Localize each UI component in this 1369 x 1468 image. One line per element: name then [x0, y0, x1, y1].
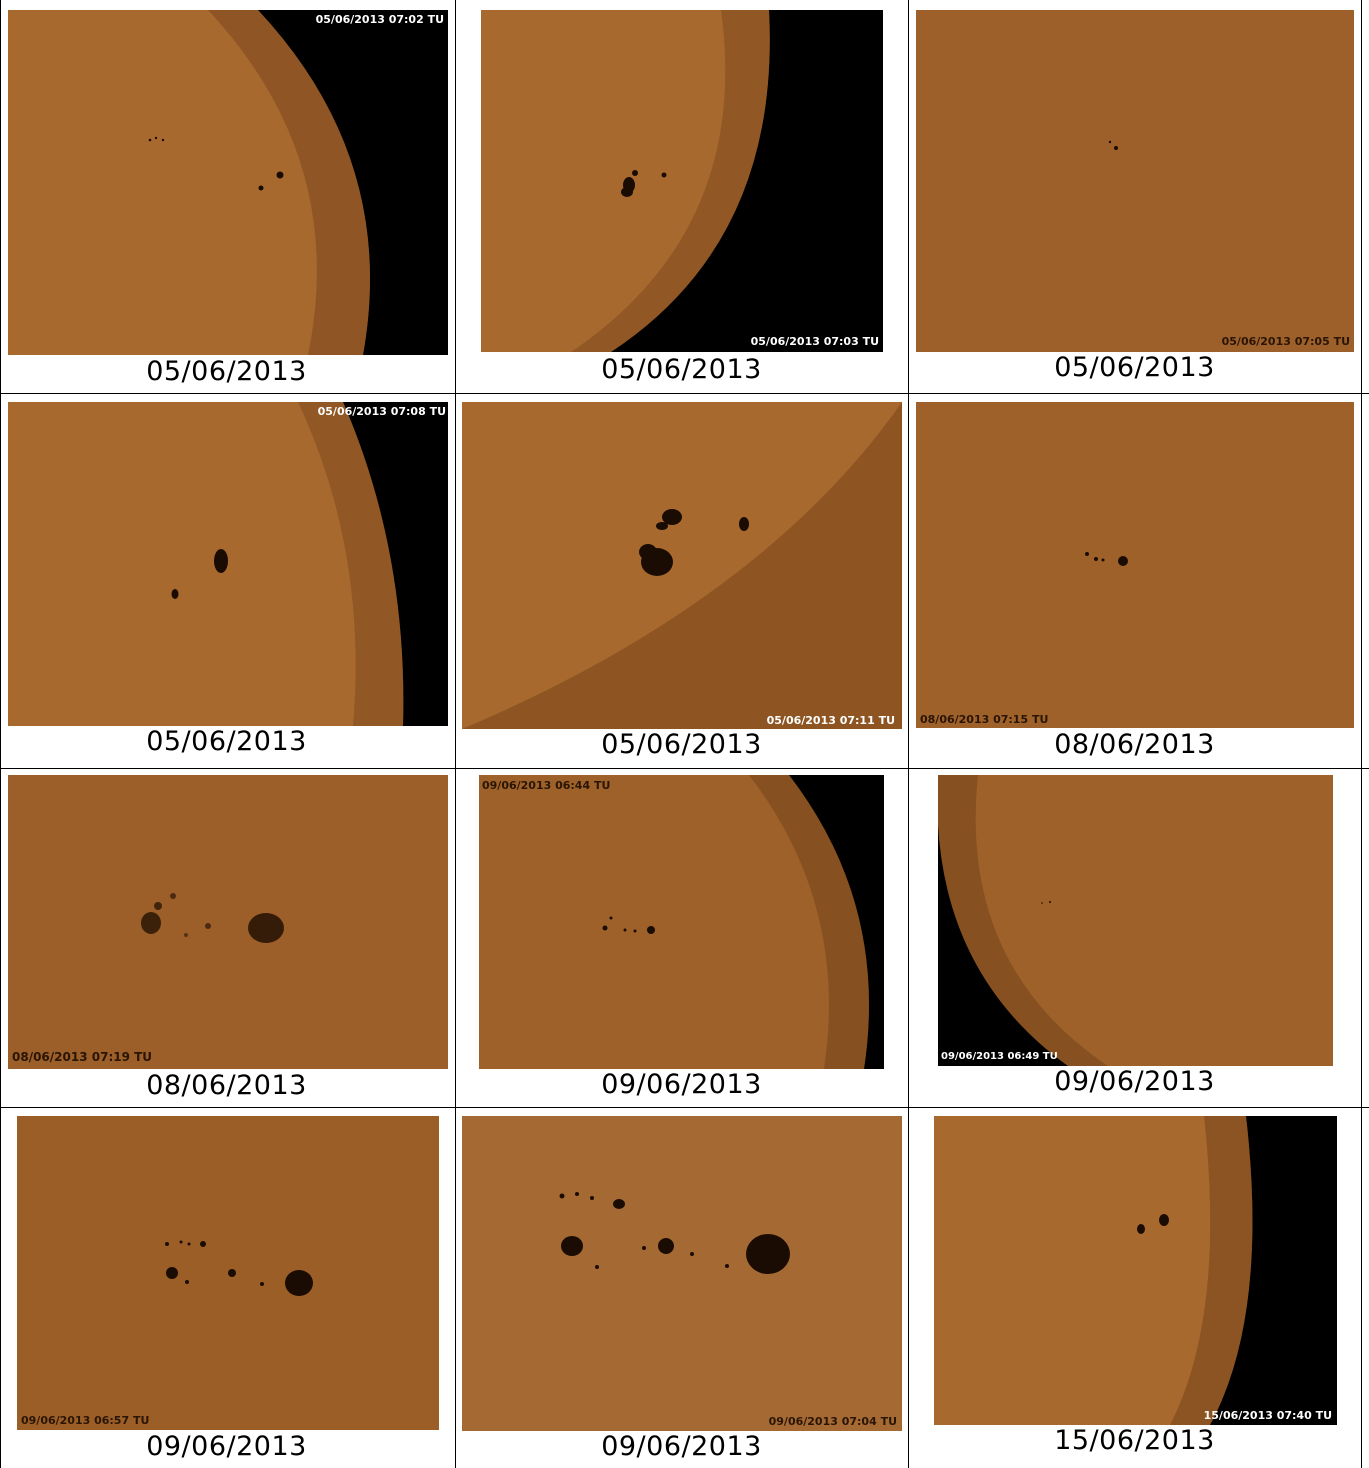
- grid-cell: 08/06/2013 07:15 TU 08/06/2013: [908, 394, 1361, 768]
- sun-photo: 05/06/2013 07:05 TU: [916, 10, 1354, 352]
- grid-divider: [0, 0, 1, 1468]
- sun-photo: 08/06/2013 07:19 TU: [8, 775, 448, 1069]
- timestamp-label: 05/06/2013 07:11 TU: [766, 714, 895, 727]
- grid-cell: 05/06/2013 07:08 TU 05/06/2013: [0, 394, 455, 768]
- sun-photo: 09/06/2013 06:44 TU: [479, 775, 884, 1069]
- sun-photo: 09/06/2013 07:04 TU: [462, 1116, 902, 1431]
- sun-photo: 09/06/2013 06:57 TU: [17, 1116, 439, 1430]
- sun-photo: 08/06/2013 07:15 TU: [916, 402, 1354, 728]
- timestamp-label: 09/06/2013 06:44 TU: [482, 779, 611, 792]
- sun-photo: 15/06/2013 07:40 TU: [934, 1116, 1337, 1425]
- grid-cell: 09/06/2013 06:49 TU 09/06/2013: [908, 769, 1361, 1107]
- grid-cell: 09/06/2013 07:04 TU 09/06/2013: [455, 1108, 908, 1468]
- grid-cell: 05/06/2013 07:03 TU 05/06/2013: [455, 0, 908, 393]
- date-caption: 05/06/2013: [601, 729, 762, 760]
- sun-photo: 05/06/2013 07:03 TU: [481, 10, 883, 352]
- date-caption: 09/06/2013: [146, 1431, 307, 1462]
- grid-cell: 09/06/2013 06:44 TU 09/06/2013: [455, 769, 908, 1107]
- date-caption: 05/06/2013: [146, 726, 307, 757]
- date-caption: 09/06/2013: [601, 1069, 762, 1100]
- grid-cell: 05/06/2013 07:11 TU 05/06/2013: [455, 394, 908, 768]
- date-caption: 08/06/2013: [146, 1070, 307, 1101]
- date-caption: 05/06/2013: [1054, 352, 1215, 383]
- grid-cell: 05/06/2013 07:02 TU 05/06/2013: [0, 0, 455, 393]
- timestamp-label: 05/06/2013 07:02 TU: [315, 13, 444, 26]
- sun-photo: 05/06/2013 07:02 TU: [8, 10, 448, 355]
- date-caption: 05/06/2013: [601, 354, 762, 385]
- grid-divider: [0, 393, 1369, 394]
- date-caption: 15/06/2013: [1054, 1425, 1215, 1456]
- grid-cell: 15/06/2013 07:40 TU 15/06/2013: [908, 1108, 1361, 1468]
- sun-photo: 05/06/2013 07:11 TU: [462, 402, 902, 729]
- grid-divider: [908, 0, 909, 1468]
- grid-divider: [1361, 0, 1362, 1468]
- grid-cell: 08/06/2013 07:19 TU 08/06/2013: [0, 769, 455, 1107]
- grid-divider: [0, 1107, 1369, 1108]
- timestamp-label: 05/06/2013 07:08 TU: [317, 405, 446, 418]
- timestamp-label: 05/06/2013 07:03 TU: [750, 335, 879, 348]
- timestamp-label: 15/06/2013 07:40 TU: [1203, 1409, 1332, 1422]
- timestamp-label: 09/06/2013 07:04 TU: [768, 1415, 897, 1428]
- timestamp-label: 08/06/2013 07:15 TU: [920, 713, 1049, 726]
- date-caption: 05/06/2013: [146, 356, 307, 387]
- timestamp-label: 09/06/2013 06:49 TU: [941, 1051, 1058, 1062]
- grid-cell: 09/06/2013 06:57 TU 09/06/2013: [0, 1108, 455, 1468]
- date-caption: 09/06/2013: [1054, 1066, 1215, 1097]
- grid-divider: [0, 768, 1369, 769]
- sun-photo: 09/06/2013 06:49 TU: [938, 775, 1333, 1066]
- grid-cell: 05/06/2013 07:05 TU 05/06/2013: [908, 0, 1361, 393]
- timestamp-label: 05/06/2013 07:05 TU: [1221, 335, 1350, 348]
- date-caption: 09/06/2013: [601, 1431, 762, 1462]
- grid-divider: [455, 0, 456, 1468]
- timestamp-label: 08/06/2013 07:19 TU: [12, 1050, 153, 1064]
- timestamp-label: 09/06/2013 06:57 TU: [21, 1414, 150, 1427]
- sun-photo: 05/06/2013 07:08 TU: [8, 402, 448, 726]
- date-caption: 08/06/2013: [1054, 729, 1215, 760]
